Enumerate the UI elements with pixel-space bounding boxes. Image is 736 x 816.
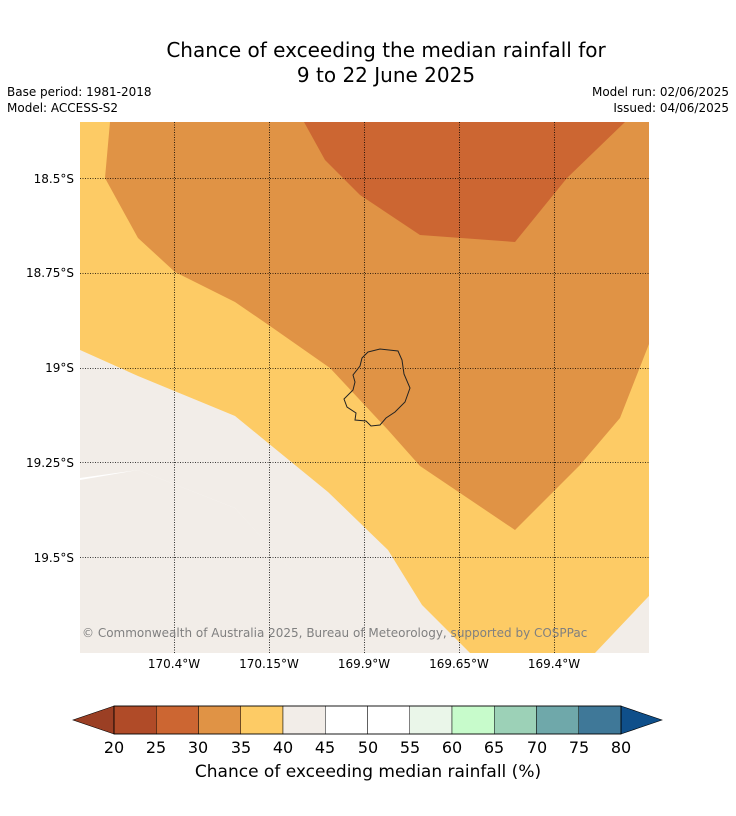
base-period: Base period: 1981-2018	[7, 85, 152, 99]
colorbar-tick-label: 70	[526, 738, 548, 757]
colorbar-cell	[451, 705, 495, 735]
colorbar-tick-label: 65	[483, 738, 505, 757]
colorbar-cell	[198, 705, 241, 735]
region-25-30	[304, 122, 625, 242]
x-tick-label: 170.15°W	[239, 657, 299, 671]
colorbar-tick-label: 30	[187, 738, 209, 757]
y-tick-label: 19.25°S	[26, 456, 74, 470]
colorbar-tick-label: 80	[610, 738, 632, 757]
meta-left: Base period: 1981-2018 Model: ACCESS-S2	[7, 84, 152, 116]
model-name: Model: ACCESS-S2	[7, 101, 119, 115]
colorbar-title: Chance of exceeding median rainfall (%)	[194, 762, 542, 782]
region-40-45	[80, 345, 649, 653]
colorbar-cell	[409, 705, 453, 735]
colorbar-frame	[113, 705, 622, 735]
colorbar-tick-label: 25	[145, 738, 167, 757]
colorbar-tick-label: 35	[230, 738, 252, 757]
colorbar-tick-label: 45	[314, 738, 336, 757]
y-tick-label: 18.75°S	[26, 266, 74, 280]
meta-right: Model run: 02/06/2025 Issued: 04/06/2025	[592, 84, 729, 116]
y-tick-label: 18.5°S	[33, 172, 74, 186]
copyright-notice: © Commonwealth of Australia 2025, Bureau…	[82, 626, 588, 640]
x-tick-label: 169.4°W	[527, 657, 581, 671]
colorbar-cell	[325, 705, 368, 735]
colorbar-tick-label: 55	[399, 738, 421, 757]
colorbar-cell	[494, 705, 537, 735]
colorbar-tick-label: 40	[272, 738, 294, 757]
y-tick-label: 19.5°S	[33, 551, 74, 565]
x-tick-label: 169.65°W	[429, 657, 489, 671]
colorbar-cell	[536, 705, 579, 735]
x-tick-label: 170.4°W	[147, 657, 201, 671]
title-line-2: 9 to 22 June 2025	[296, 63, 476, 87]
colorbar-under-arrow	[72, 705, 115, 735]
island-outline	[343, 348, 411, 427]
colorbar-tick-label: 75	[568, 738, 590, 757]
region-40-45-band	[80, 350, 649, 653]
gridlines	[80, 122, 649, 653]
colorbar-tick-label: 50	[357, 738, 379, 757]
colorbar-cell	[282, 705, 326, 735]
colorbar-over-arrow	[620, 705, 663, 735]
issued-date: Issued: 04/06/2025	[613, 101, 729, 115]
colorbar-cells	[113, 705, 622, 735]
colorbar-cell	[240, 705, 284, 735]
chart-title: Chance of exceeding the median rainfall …	[0, 38, 736, 88]
model-run: Model run: 02/06/2025	[591, 85, 729, 99]
colorbar-cell	[113, 705, 157, 735]
colorbar-tick-label: 20	[103, 738, 125, 757]
y-tick-label: 19°S	[45, 361, 74, 375]
colorbar-cell	[156, 705, 199, 735]
x-tick-label: 169.9°W	[337, 657, 391, 671]
title-line-1: Chance of exceeding the median rainfall …	[166, 38, 606, 62]
colorbar-tick-label: 60	[441, 738, 463, 757]
colorbar-cell	[367, 705, 410, 735]
colorbar-cell	[578, 705, 622, 735]
